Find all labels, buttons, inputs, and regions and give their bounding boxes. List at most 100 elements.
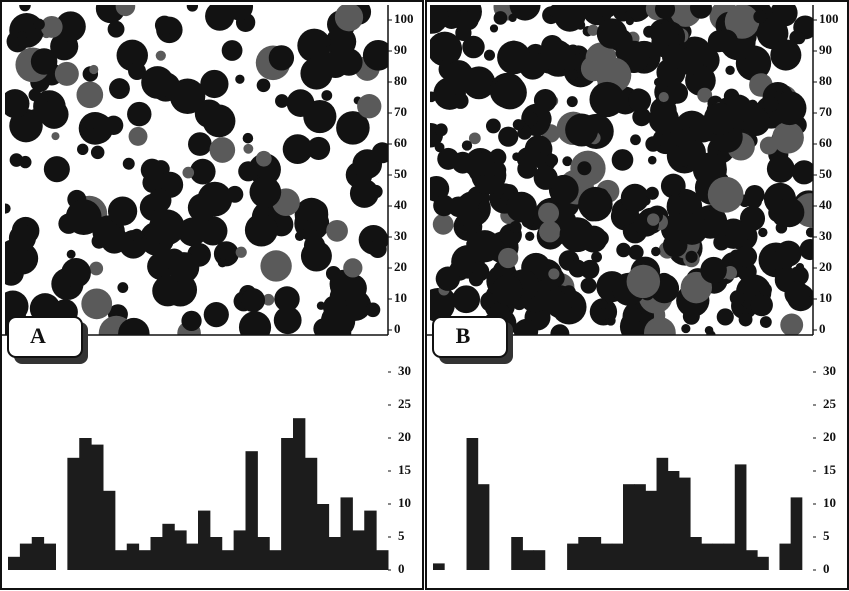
texture-blob	[569, 260, 587, 278]
y-tick-label: 100	[819, 11, 839, 26]
texture-blob	[534, 89, 557, 112]
texture-blob	[204, 302, 229, 327]
texture-blob	[726, 255, 735, 264]
texture-blob	[363, 40, 394, 71]
y-tick-label: 50	[819, 166, 832, 181]
bar	[293, 418, 305, 570]
texture-blob	[616, 243, 630, 257]
bar	[364, 511, 376, 570]
texture-blob	[493, 76, 527, 110]
texture-blob	[735, 221, 754, 240]
texture-blob	[235, 75, 244, 84]
texture-blob	[452, 285, 480, 313]
texture-blob	[705, 326, 714, 335]
texture-blob	[704, 103, 736, 135]
texture-blob	[205, 1, 234, 30]
bar	[634, 484, 646, 570]
texture-blob	[775, 84, 783, 92]
texture-blob	[534, 166, 558, 190]
texture-blob	[578, 187, 612, 221]
bar	[589, 537, 601, 570]
texture-blob	[210, 137, 236, 163]
y-tick-label: 10	[823, 495, 836, 510]
texture-blob	[9, 13, 44, 48]
texture-blob	[436, 267, 460, 291]
texture-blob	[630, 134, 641, 145]
bar	[679, 478, 691, 570]
texture-blob	[321, 90, 332, 101]
bar	[8, 557, 20, 570]
texture-blob	[453, 10, 473, 30]
y-tick-label: 0	[398, 561, 405, 576]
bar	[103, 491, 115, 570]
texture-blob	[759, 283, 772, 296]
y-tick-label: 20	[823, 429, 836, 444]
texture-blob	[725, 66, 734, 75]
bar	[690, 537, 702, 570]
bar	[779, 544, 791, 570]
y-tick-label: 5	[398, 528, 405, 543]
y-tick-label: 30	[819, 228, 832, 243]
bar	[746, 550, 758, 570]
y-tick-label: 10	[398, 495, 411, 510]
texture-blob	[203, 105, 236, 138]
texture-blob	[681, 324, 690, 333]
texture-blob	[40, 100, 69, 129]
texture-blob	[89, 262, 103, 276]
texture-blob	[117, 282, 128, 293]
texture-blob	[560, 217, 595, 252]
bar	[20, 544, 32, 570]
bar	[724, 544, 736, 570]
texture-blob	[597, 18, 627, 48]
texture-blob	[490, 24, 498, 32]
texture-blob	[130, 229, 142, 241]
texture-blob	[649, 104, 679, 134]
texture-blob	[494, 11, 508, 25]
texture-blob	[33, 19, 44, 30]
texture-blob	[567, 96, 578, 107]
texture-blob	[118, 318, 149, 349]
texture-blob	[108, 21, 125, 38]
texture-blob	[269, 45, 294, 70]
texture-blob	[129, 127, 148, 146]
y-tick-label: 60	[819, 135, 832, 150]
texture-blob	[372, 142, 393, 163]
bar	[612, 544, 624, 570]
texture-blob	[775, 197, 805, 227]
texture-blob	[667, 182, 681, 196]
texture-blob	[739, 313, 753, 327]
panel-label: A	[30, 323, 46, 348]
texture-blob	[736, 246, 757, 267]
texture-blob	[66, 199, 102, 235]
bar	[44, 544, 56, 570]
texture-blob	[226, 186, 243, 203]
texture-blob	[335, 3, 363, 31]
texture-blob	[188, 132, 212, 156]
texture-blob	[127, 102, 151, 126]
bar	[257, 537, 269, 570]
texture-blob	[156, 51, 166, 61]
texture-blob	[222, 40, 243, 61]
texture-blob	[76, 82, 103, 109]
bar	[623, 484, 635, 570]
texture-blob	[238, 161, 258, 181]
texture-blob	[548, 268, 559, 279]
texture-blob	[182, 167, 194, 179]
y-tick-label: 0	[819, 321, 826, 336]
texture-blob	[750, 294, 772, 316]
texture-blob	[539, 221, 561, 243]
texture-blob	[243, 144, 253, 154]
y-tick-label: 5	[823, 528, 830, 543]
bar	[791, 497, 803, 570]
texture-blob	[599, 300, 608, 309]
texture-blob	[685, 251, 697, 263]
texture-blob	[55, 62, 79, 86]
bar	[198, 511, 210, 570]
texture-blob	[301, 241, 332, 272]
bar	[79, 438, 91, 570]
texture-blob	[758, 228, 767, 237]
texture-blob	[517, 147, 539, 169]
texture-blob	[77, 144, 88, 155]
bar	[269, 550, 281, 570]
y-tick-label: 70	[819, 104, 832, 119]
